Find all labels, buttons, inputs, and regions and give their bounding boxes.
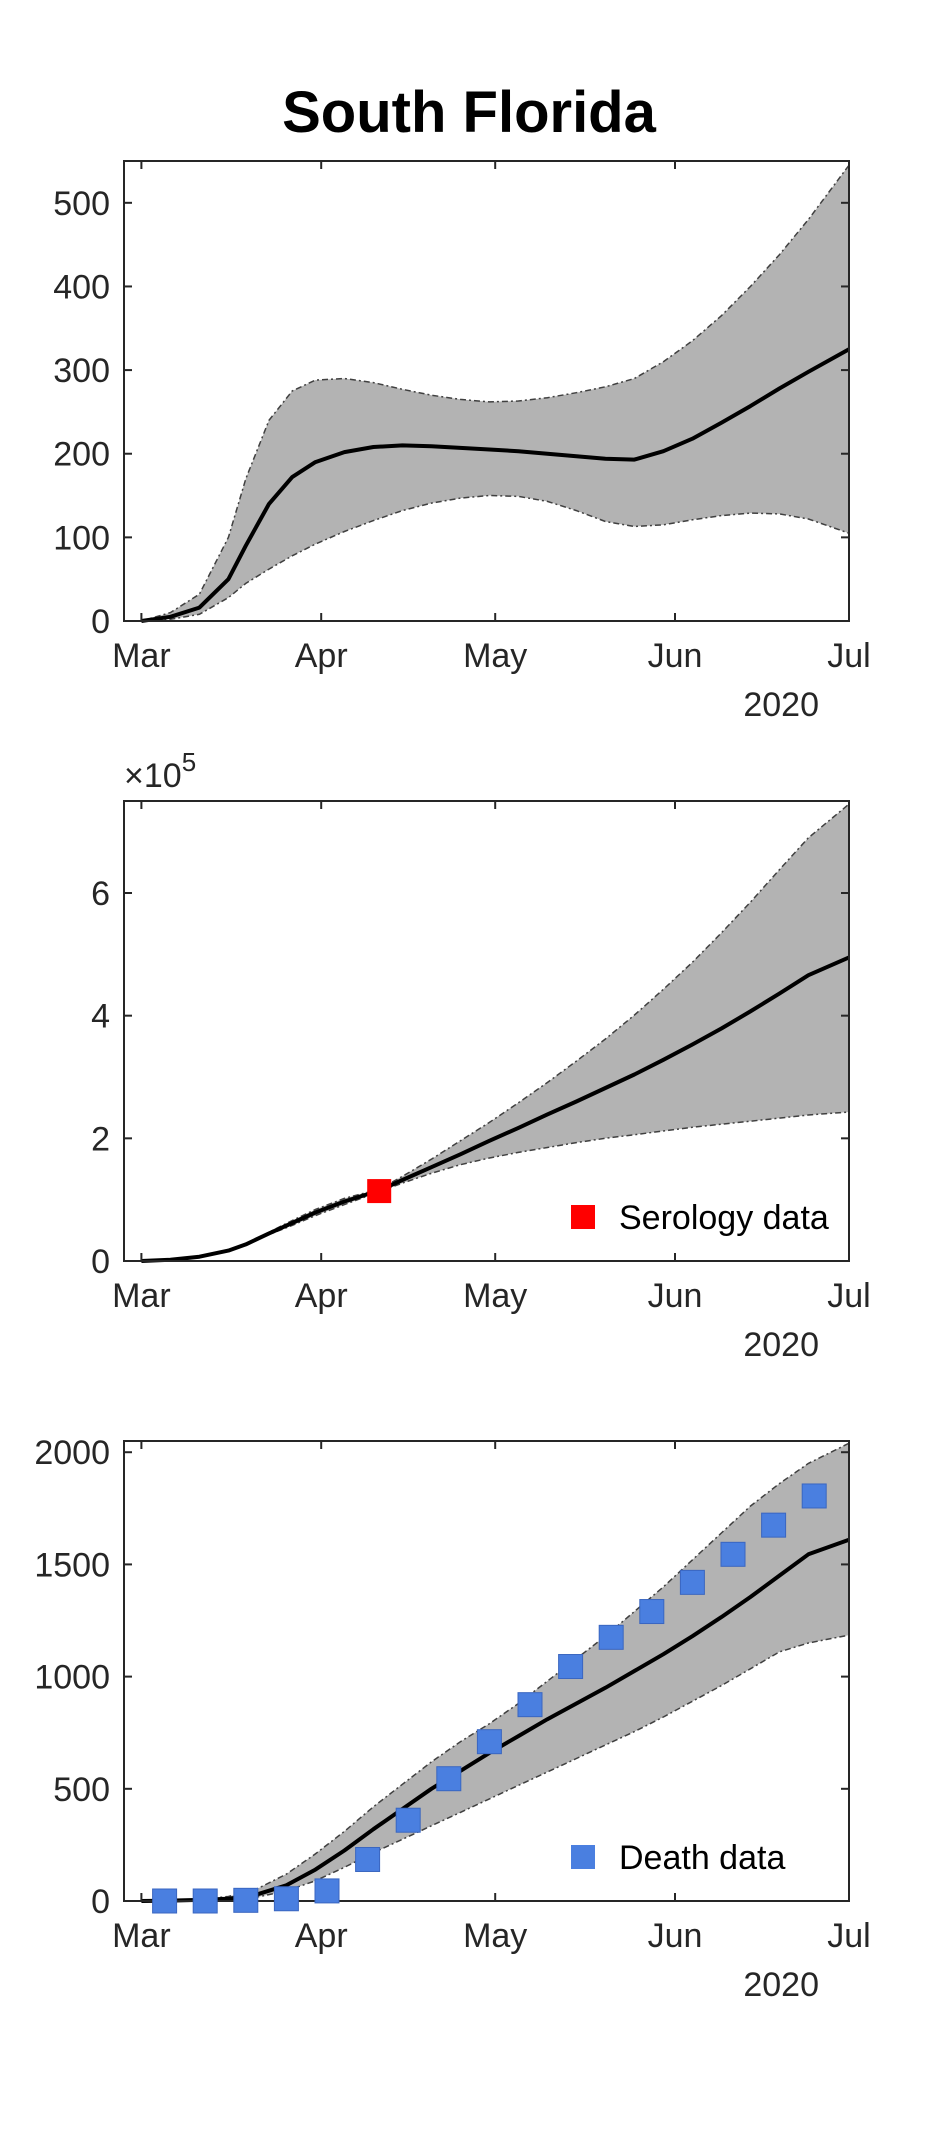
death-data-point: [558, 1654, 584, 1680]
death-data-point: [152, 1888, 178, 1914]
death-data-point: [355, 1846, 381, 1872]
death-data-point: [233, 1887, 259, 1913]
x-tick-label-top: Mar: [112, 637, 171, 675]
confidence-band-bottom: [141, 1443, 849, 1901]
figure-title: South Florida: [282, 80, 656, 145]
x-tick-label-middle: Jun: [648, 1277, 703, 1315]
upper-bound-line-middle: [141, 803, 850, 1262]
death-data-point: [801, 1483, 827, 1509]
x-tick-label-top: May: [463, 637, 527, 675]
death-data-point: [639, 1599, 665, 1625]
legend-label-middle: Serology data: [619, 1199, 829, 1237]
y-tick-label-top: 300: [53, 352, 110, 390]
y-tick-label-bottom: 500: [53, 1771, 110, 1809]
y-tick-label-middle: 0: [91, 1243, 110, 1281]
y-tick-label-middle: 4: [91, 998, 110, 1036]
x-tick-label-bottom: Jun: [648, 1917, 703, 1955]
y-tick-label-bottom: 0: [91, 1883, 110, 1921]
confidence-band-top: [141, 165, 849, 621]
y-tick-label-middle: 6: [91, 875, 110, 913]
year-label-bottom: 2020: [743, 1966, 819, 2004]
y-tick-label-middle: 2: [91, 1120, 110, 1158]
x-tick-label-top: Jul: [827, 637, 870, 675]
y-tick-label-top: 500: [53, 185, 110, 223]
y-tick-label-top: 0: [91, 603, 110, 641]
exponent-power-middle: 5: [182, 747, 196, 777]
death-data-point: [314, 1878, 340, 1904]
median-line-middle: [141, 955, 850, 1263]
x-tick-label-top: Jun: [648, 637, 703, 675]
x-tick-label-bottom: Mar: [112, 1917, 171, 1955]
x-tick-label-bottom: May: [463, 1917, 527, 1955]
exponent-label-middle: ×105: [124, 747, 196, 795]
legend-label-bottom: Death data: [619, 1839, 785, 1877]
axes-box-middle: [123, 800, 850, 1262]
death-data-point: [436, 1766, 462, 1792]
y-tick-label-top: 100: [53, 519, 110, 557]
y-tick-label-bottom: 1000: [34, 1659, 110, 1697]
axes-box-top: [123, 160, 850, 622]
death-data-point: [273, 1886, 299, 1912]
x-tick-label-bottom: Jul: [827, 1917, 870, 1955]
y-tick-label-bottom: 2000: [34, 1434, 110, 1472]
death-data-point: [720, 1541, 746, 1567]
y-tick-label-top: 400: [53, 268, 110, 306]
upper-bound-line-top: [141, 164, 850, 622]
x-tick-label-bottom: Apr: [295, 1917, 348, 1955]
death-data-point: [761, 1512, 787, 1538]
death-data-point: [679, 1569, 705, 1595]
legend-marker-bottom: [571, 1845, 595, 1869]
x-tick-label-middle: Jul: [827, 1277, 870, 1315]
x-tick-label-middle: Apr: [295, 1277, 348, 1315]
lower-bound-line-middle: [141, 1111, 850, 1262]
x-tick-label-top: Apr: [295, 637, 348, 675]
death-data-point: [517, 1692, 543, 1718]
death-data-point: [598, 1624, 624, 1650]
death-data-point: [192, 1888, 218, 1914]
y-tick-label-top: 200: [53, 436, 110, 474]
x-tick-label-middle: May: [463, 1277, 527, 1315]
death-data-point: [476, 1729, 502, 1755]
death-data-point: [395, 1807, 421, 1833]
median-line-top: [141, 347, 850, 623]
confidence-band-middle: [141, 804, 849, 1261]
year-label-top: 2020: [743, 686, 819, 724]
serology-data-point: [367, 1179, 392, 1204]
axes-box-bottom: [123, 1440, 850, 1902]
year-label-middle: 2020: [743, 1326, 819, 1364]
y-tick-label-bottom: 1500: [34, 1546, 110, 1584]
legend-marker-middle: [571, 1205, 595, 1229]
x-tick-label-middle: Mar: [112, 1277, 171, 1315]
